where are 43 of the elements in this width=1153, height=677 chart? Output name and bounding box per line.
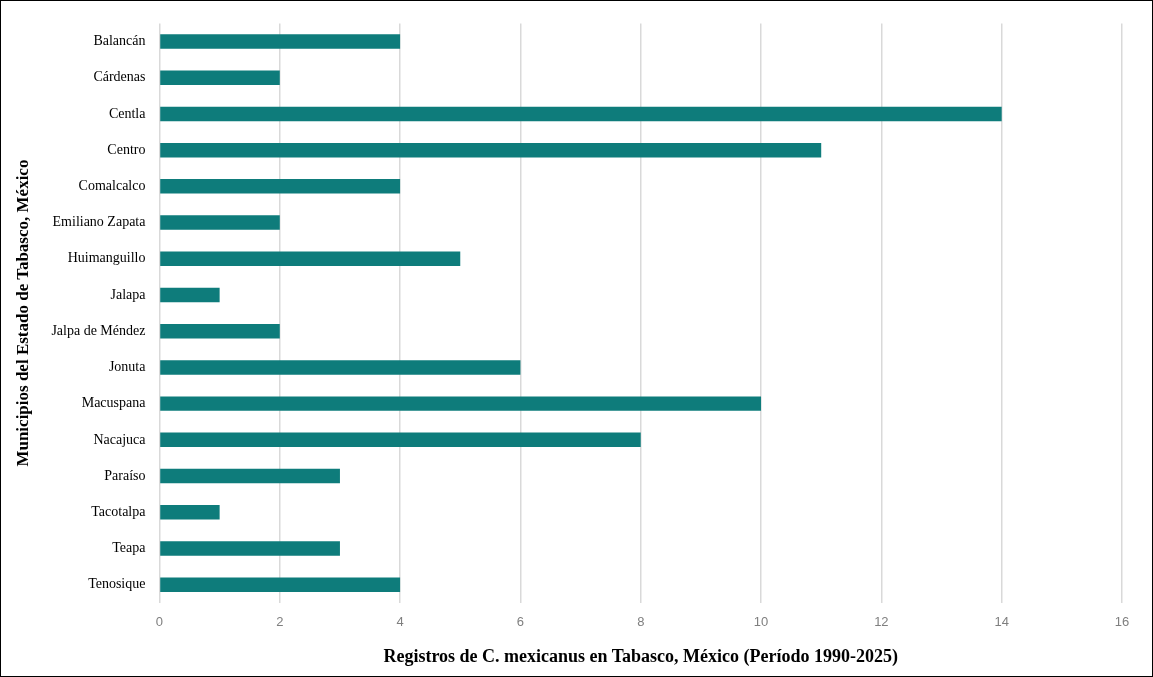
- y-tick-label: Centro: [107, 141, 146, 157]
- bar: [160, 323, 280, 339]
- x-tick-label: 0: [155, 614, 164, 630]
- bar: [160, 396, 762, 411]
- y-tick-label: Jalapa: [110, 286, 147, 302]
- y-tick-label: Nacajuca: [93, 431, 147, 447]
- y-tick-label: Centla: [108, 105, 147, 121]
- x-tick-label: 2: [276, 614, 284, 630]
- y-axis-title: Municipios del Estado de Tabasco, México: [12, 159, 32, 467]
- y-tick-label: Cárdenas: [93, 69, 146, 85]
- x-tick-label: 14: [994, 614, 1009, 630]
- bar: [160, 106, 1002, 122]
- bar: [160, 505, 220, 520]
- x-tick-label: 12: [874, 614, 889, 630]
- x-tick-label: 8: [637, 614, 645, 630]
- y-tick-label: Teapa: [112, 540, 147, 556]
- bar: [160, 142, 822, 158]
- bar: [160, 577, 401, 592]
- x-tick-label: 10: [753, 614, 769, 630]
- y-tick-label: Huimanguillo: [67, 250, 146, 266]
- y-tick-label: Emiliano Zapata: [52, 214, 147, 230]
- y-tick-label: Macuspana: [81, 395, 147, 411]
- y-tick-label: Balancán: [93, 33, 146, 49]
- bar: [160, 251, 461, 267]
- x-axis-title: Registros de C. mexicanus en Tabasco, México (Período 1990-2025): [383, 645, 899, 667]
- bar: [160, 287, 220, 303]
- x-tick-label: 6: [516, 614, 525, 630]
- y-tick-label: Paraíso: [104, 467, 146, 483]
- x-tick-label: 4: [396, 614, 404, 630]
- y-tick-label: Tacotalpa: [91, 503, 147, 519]
- bar: [160, 34, 401, 49]
- bar: [160, 468, 340, 484]
- y-tick-label: Comalcalco: [78, 178, 146, 194]
- bar: [160, 432, 641, 448]
- bar: [160, 360, 521, 375]
- y-tick-label: Jalpa de Méndez: [51, 322, 146, 338]
- bar: [160, 70, 280, 85]
- y-tick-label: Tenosique: [88, 576, 146, 592]
- y-tick-label: Jonuta: [108, 359, 147, 375]
- bar: [160, 179, 401, 194]
- bar: [160, 215, 280, 230]
- bar: [160, 541, 340, 556]
- x-tick-label: 16: [1114, 614, 1130, 630]
